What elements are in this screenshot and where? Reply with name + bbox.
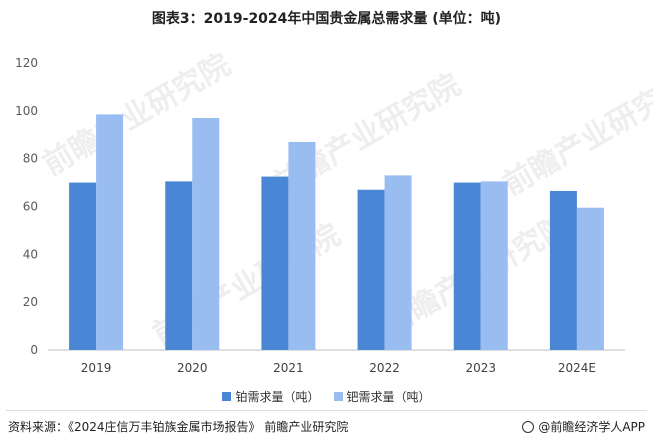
bar-palladium: [192, 118, 220, 350]
bar-platinum: [453, 182, 481, 350]
x-tick-label: 2023: [465, 361, 496, 375]
legend: 铂需求量（吨） 钯需求量（吨）: [0, 388, 653, 405]
bar-palladium: [96, 114, 124, 350]
bar-platinum: [165, 181, 193, 350]
x-tick-label: 2024E: [558, 361, 596, 375]
y-tick-label: 60: [23, 200, 38, 214]
x-tick-label: 2020: [177, 361, 208, 375]
legend-swatch-palladium: [333, 392, 343, 401]
y-tick-label: 20: [23, 295, 38, 309]
y-tick-label: 120: [15, 56, 38, 70]
legend-item-palladium: 钯需求量（吨）: [333, 388, 431, 405]
x-tick-label: 2021: [273, 361, 304, 375]
bar-platinum: [261, 176, 289, 350]
brand: @前瞻经济学人APP: [522, 418, 645, 435]
y-tick-label: 100: [15, 104, 38, 118]
chart-title: 图表3：2019-2024年中国贵金属总需求量 (单位：吨): [151, 11, 502, 27]
legend-swatch-platinum: [222, 392, 232, 401]
bar-palladium: [480, 181, 508, 350]
x-tick-label: 2019: [81, 361, 112, 375]
bar-palladium: [288, 141, 316, 350]
legend-label-palladium: 钯需求量（吨）: [346, 390, 431, 404]
brand-logo-icon: [522, 420, 535, 433]
bar-platinum: [69, 182, 97, 350]
legend-label-platinum: 铂需求量（吨）: [235, 390, 320, 404]
bar-palladium: [384, 175, 412, 350]
bar-platinum: [549, 190, 577, 350]
source-note: 资料来源：《2024庄信万丰铂族金属市场报告》 前瞻产业研究院: [8, 420, 349, 434]
x-tick-label: 2022: [369, 361, 400, 375]
y-tick-label: 80: [23, 152, 38, 166]
brand-label: @前瞻经济学人APP: [538, 420, 645, 434]
bar-chart: 0 20 40 60 80 100 120 2019 2020 2021 2022 2023 2024E: [15, 56, 625, 375]
bar-palladium: [576, 207, 604, 350]
bar-platinum: [357, 189, 385, 350]
y-tick-label: 0: [30, 343, 38, 357]
y-tick-label: 40: [23, 247, 38, 261]
footer-divider: [6, 410, 647, 411]
legend-item-platinum: 铂需求量（吨）: [222, 388, 320, 405]
